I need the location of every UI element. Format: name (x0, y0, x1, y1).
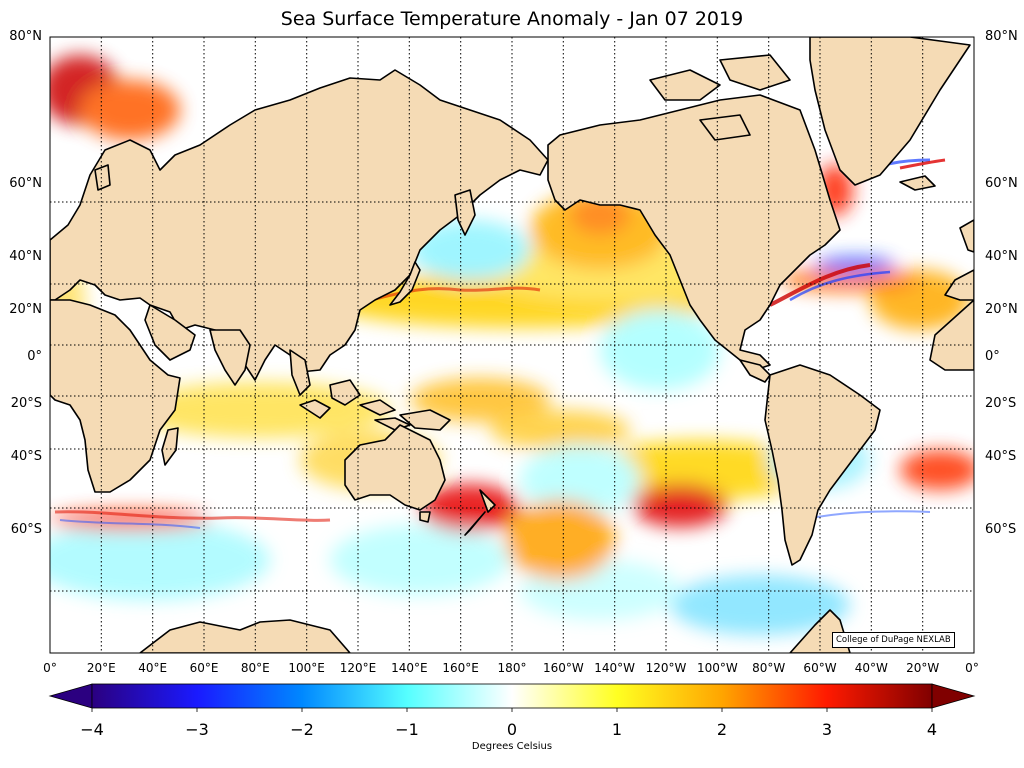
land-south-america (764, 364, 881, 566)
colorbar-tick-label: −4 (80, 720, 104, 739)
colorbar-tick-label: −2 (290, 720, 314, 739)
lat-label-right: 20°S (985, 395, 1017, 411)
lon-label: 120°E (339, 661, 377, 675)
land-north-america (547, 94, 841, 371)
lat-label-right: 40°N (985, 248, 1018, 264)
colorbar-tick-label: 3 (821, 720, 833, 739)
map-frame (49, 36, 975, 654)
lon-label: 40°W (854, 661, 888, 675)
lat-label-left: 80°N (9, 29, 42, 44)
colorbar-tick-label: 4 (926, 720, 938, 739)
lat-label-left: 40°S (10, 449, 42, 465)
land-australia (344, 424, 446, 511)
colorbar-tick-label: 2 (716, 720, 728, 739)
lon-label: 20°W (906, 661, 940, 675)
lon-label: 60°E (189, 661, 219, 675)
lat-label-right: 60°S (985, 522, 1017, 538)
lon-label: 20°E (86, 661, 116, 675)
lat-label-right: 0° (985, 349, 1000, 365)
credit-label: College of DuPage NEXLAB (832, 632, 955, 648)
colorbar-tick-label: 1 (611, 720, 623, 739)
lat-label-right: 20°N (985, 302, 1018, 318)
colorbar-tick-label: −3 (185, 720, 209, 739)
lat-label-left: 40°N (9, 248, 42, 264)
anomaly-field (50, 55, 974, 635)
lon-label: 100°E (288, 661, 325, 675)
lon-label: 80°W (752, 661, 786, 675)
land-india (209, 329, 251, 386)
land-eurasia (50, 69, 549, 381)
colorbar-label: Degrees Celsius (471, 741, 553, 752)
land-antarctica (139, 619, 351, 653)
lat-label-left: 20°S (10, 395, 42, 411)
lat-label-left: 0° (27, 349, 42, 365)
lat-label-right: 80°N (985, 29, 1018, 44)
lon-label: 160°E (442, 661, 479, 675)
colorbar (48, 683, 976, 712)
land-japan (389, 261, 421, 306)
lon-label: 140°W (594, 661, 636, 675)
lon-label: 0° (43, 661, 57, 675)
lon-label: 40°E (138, 661, 168, 675)
lon-label: 140°E (391, 661, 428, 675)
colorbar-tick-label: −1 (395, 720, 419, 739)
lon-label: 160°W (542, 661, 584, 675)
colorbar-tick-label: 0 (506, 720, 518, 739)
lat-label-right: 40°S (985, 449, 1017, 465)
lon-label: 80°E (240, 661, 270, 675)
land-greenland (809, 37, 971, 186)
lon-label: 100°W (696, 661, 738, 675)
lat-label-right: 60°N (985, 176, 1018, 192)
lon-label: 60°W (803, 661, 837, 675)
lat-label-left: 60°N (9, 176, 42, 192)
lon-label: 180° (497, 661, 527, 675)
graticule (50, 37, 974, 653)
lat-label-left: 20°N (9, 302, 42, 318)
lon-label: 120°W (645, 661, 687, 675)
lon-label: 0° (965, 661, 979, 675)
lat-label-left: 60°S (10, 522, 42, 538)
map-title: Sea Surface Temperature Anomaly - Jan 07… (280, 8, 744, 30)
